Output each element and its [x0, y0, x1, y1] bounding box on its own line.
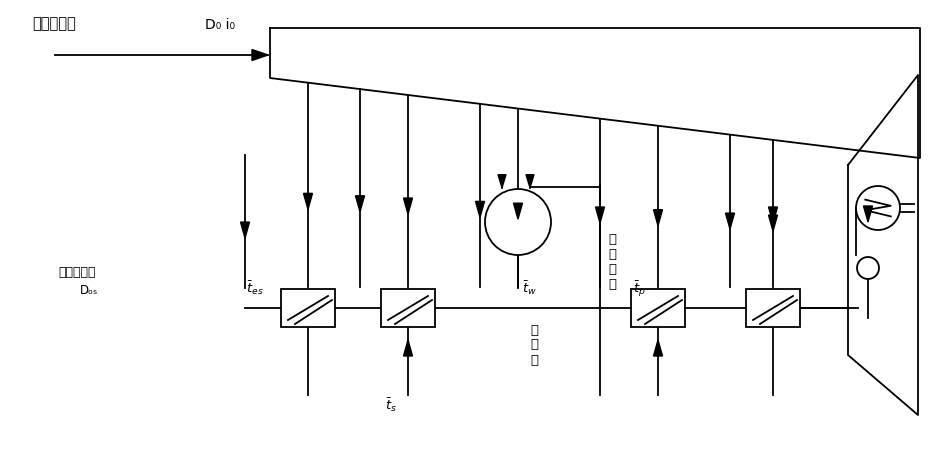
Polygon shape [240, 222, 249, 238]
Text: D₀ i₀: D₀ i₀ [205, 18, 235, 32]
Polygon shape [653, 210, 662, 226]
Polygon shape [863, 206, 871, 222]
Text: Dₒₛ: Dₒₛ [80, 284, 98, 297]
Polygon shape [513, 203, 522, 219]
Text: 主蜗汽母管: 主蜗汽母管 [32, 16, 76, 31]
Text: $\bar{t}_{es}$: $\bar{t}_{es}$ [245, 279, 263, 297]
Text: 给水热母管: 给水热母管 [58, 266, 95, 279]
Polygon shape [252, 49, 268, 61]
Polygon shape [303, 194, 312, 209]
Text: 凝
水
母
管: 凝 水 母 管 [607, 233, 615, 291]
Bar [280, 289, 334, 327]
Circle shape [484, 189, 550, 255]
Text: $\bar{t}_{p}$: $\bar{t}_{p}$ [632, 279, 645, 299]
Polygon shape [475, 202, 484, 217]
Text: $\bar{t}_{s}$: $\bar{t}_{s}$ [384, 396, 396, 414]
Polygon shape [595, 207, 604, 223]
Bar [745, 289, 800, 327]
Polygon shape [355, 196, 364, 212]
Polygon shape [497, 175, 505, 188]
Bar [380, 289, 434, 327]
Polygon shape [767, 207, 777, 223]
Circle shape [855, 186, 899, 230]
Polygon shape [403, 198, 413, 214]
Circle shape [856, 257, 878, 279]
Text: 冷
母
管: 冷 母 管 [530, 323, 537, 366]
Polygon shape [767, 215, 777, 231]
Polygon shape [403, 340, 413, 356]
Polygon shape [653, 340, 662, 356]
Polygon shape [526, 175, 533, 188]
Bar [631, 289, 684, 327]
Text: $\bar{t}_{w}$: $\bar{t}_{w}$ [521, 279, 536, 297]
Polygon shape [725, 213, 733, 229]
